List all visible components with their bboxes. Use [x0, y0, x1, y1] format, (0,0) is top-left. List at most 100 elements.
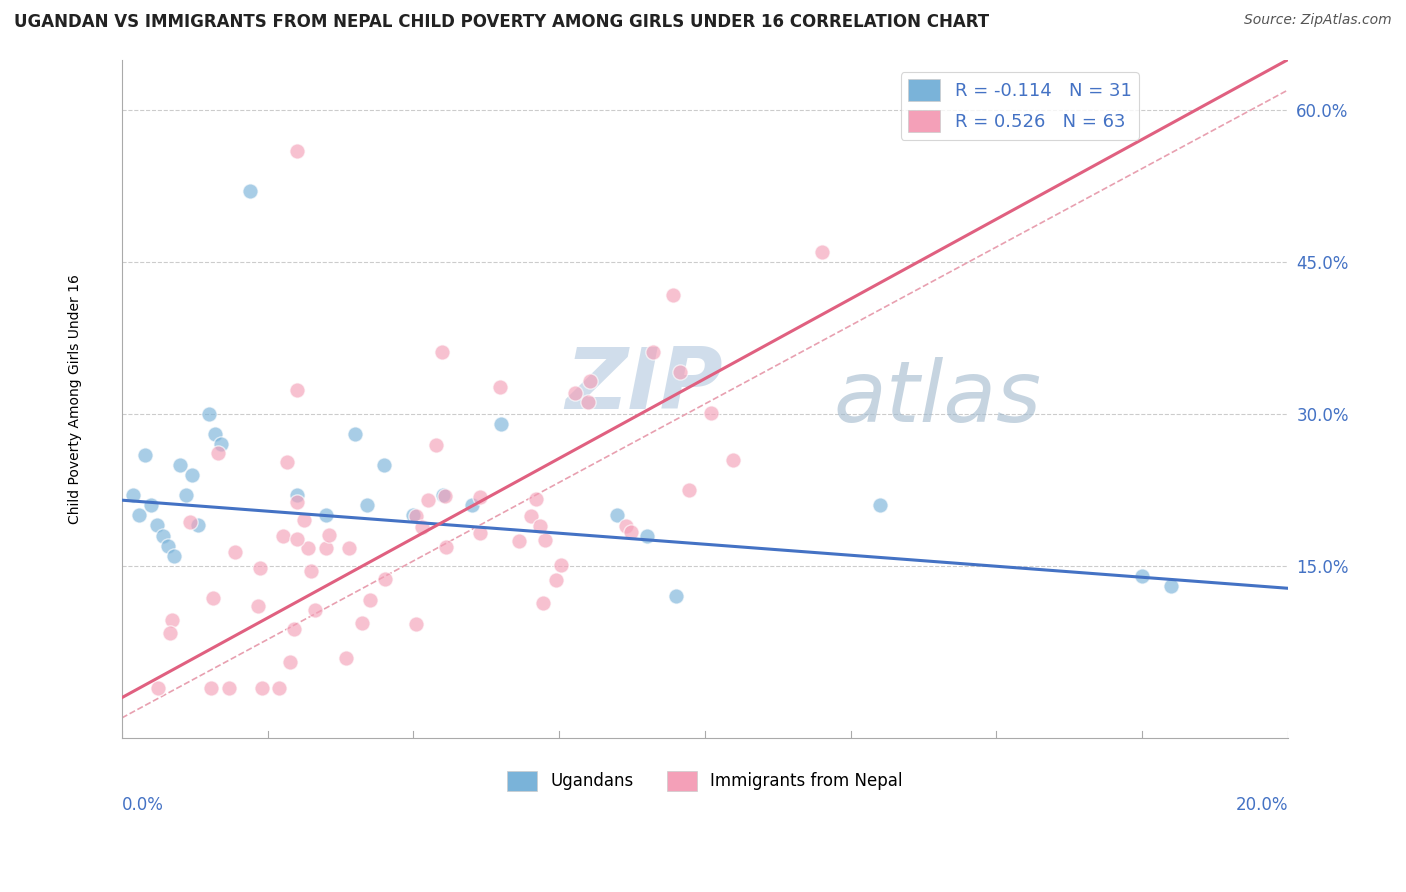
- Point: [373, 458, 395, 472]
- Point: [529, 519, 551, 533]
- Point: [489, 380, 512, 394]
- Point: [163, 549, 186, 563]
- Point: [534, 533, 557, 547]
- Point: [200, 681, 222, 695]
- Text: UGANDAN VS IMMIGRANTS FROM NEPAL CHILD POVERTY AMONG GIRLS UNDER 16 CORRELATION : UGANDAN VS IMMIGRANTS FROM NEPAL CHILD P…: [14, 13, 990, 31]
- Point: [578, 374, 600, 388]
- Point: [160, 614, 183, 628]
- Point: [207, 446, 229, 460]
- Point: [636, 528, 658, 542]
- Point: [344, 427, 367, 442]
- Point: [285, 532, 308, 546]
- Point: [576, 395, 599, 409]
- Point: [337, 541, 360, 556]
- Point: [315, 541, 337, 555]
- Point: [304, 603, 326, 617]
- Point: [374, 572, 396, 586]
- Point: [606, 508, 628, 523]
- Point: [810, 245, 832, 260]
- Point: [531, 596, 554, 610]
- Legend: Ugandans, Immigrants from Nepal: Ugandans, Immigrants from Nepal: [501, 764, 910, 797]
- Point: [405, 617, 427, 632]
- Point: [318, 528, 340, 542]
- Point: [246, 599, 269, 613]
- Point: [721, 452, 744, 467]
- Text: atlas: atlas: [834, 358, 1042, 441]
- Point: [350, 616, 373, 631]
- Point: [1160, 579, 1182, 593]
- Point: [433, 490, 456, 504]
- Point: [508, 533, 530, 548]
- Point: [299, 564, 322, 578]
- Point: [224, 545, 246, 559]
- Point: [550, 558, 572, 573]
- Point: [198, 407, 221, 421]
- Point: [411, 520, 433, 534]
- Point: [416, 492, 439, 507]
- Point: [202, 591, 225, 606]
- Point: [169, 458, 191, 472]
- Text: Child Poverty Among Girls Under 16: Child Poverty Among Girls Under 16: [67, 274, 82, 524]
- Text: ZIP: ZIP: [565, 343, 723, 426]
- Point: [146, 518, 169, 533]
- Point: [356, 498, 378, 512]
- Point: [285, 488, 308, 502]
- Point: [524, 491, 547, 506]
- Point: [359, 593, 381, 607]
- Point: [614, 518, 637, 533]
- Point: [139, 498, 162, 512]
- Point: [250, 681, 273, 695]
- Point: [276, 455, 298, 469]
- Point: [665, 590, 688, 604]
- Point: [159, 625, 181, 640]
- Point: [315, 508, 337, 523]
- Point: [292, 513, 315, 527]
- Point: [285, 495, 308, 509]
- Point: [1130, 569, 1153, 583]
- Point: [122, 488, 145, 502]
- Point: [544, 573, 567, 587]
- Point: [271, 529, 294, 543]
- Point: [152, 528, 174, 542]
- Point: [468, 526, 491, 541]
- Point: [174, 488, 197, 502]
- Point: [489, 417, 512, 432]
- Point: [285, 383, 308, 397]
- Point: [434, 540, 457, 554]
- Point: [662, 288, 685, 302]
- Point: [869, 498, 891, 512]
- Point: [187, 518, 209, 533]
- Point: [209, 437, 232, 451]
- Point: [179, 515, 201, 529]
- Point: [297, 541, 319, 556]
- Point: [278, 656, 301, 670]
- Point: [470, 491, 492, 505]
- Point: [700, 406, 723, 420]
- Point: [128, 508, 150, 523]
- Point: [425, 437, 447, 451]
- Point: [239, 184, 262, 198]
- Point: [148, 681, 170, 695]
- Point: [218, 681, 240, 695]
- Point: [157, 539, 180, 553]
- Point: [134, 448, 156, 462]
- Point: [430, 344, 453, 359]
- Point: [669, 365, 692, 379]
- Text: Source: ZipAtlas.com: Source: ZipAtlas.com: [1244, 13, 1392, 28]
- Point: [335, 651, 357, 665]
- Point: [643, 345, 665, 359]
- Point: [249, 561, 271, 575]
- Point: [678, 483, 700, 497]
- Point: [405, 509, 427, 524]
- Point: [564, 386, 586, 401]
- Text: 0.0%: 0.0%: [122, 796, 163, 814]
- Text: 20.0%: 20.0%: [1236, 796, 1288, 814]
- Point: [283, 622, 305, 636]
- Point: [620, 525, 643, 540]
- Point: [520, 508, 543, 523]
- Point: [204, 427, 226, 442]
- Point: [432, 488, 454, 502]
- Point: [460, 498, 482, 512]
- Point: [180, 467, 202, 482]
- Point: [267, 681, 290, 695]
